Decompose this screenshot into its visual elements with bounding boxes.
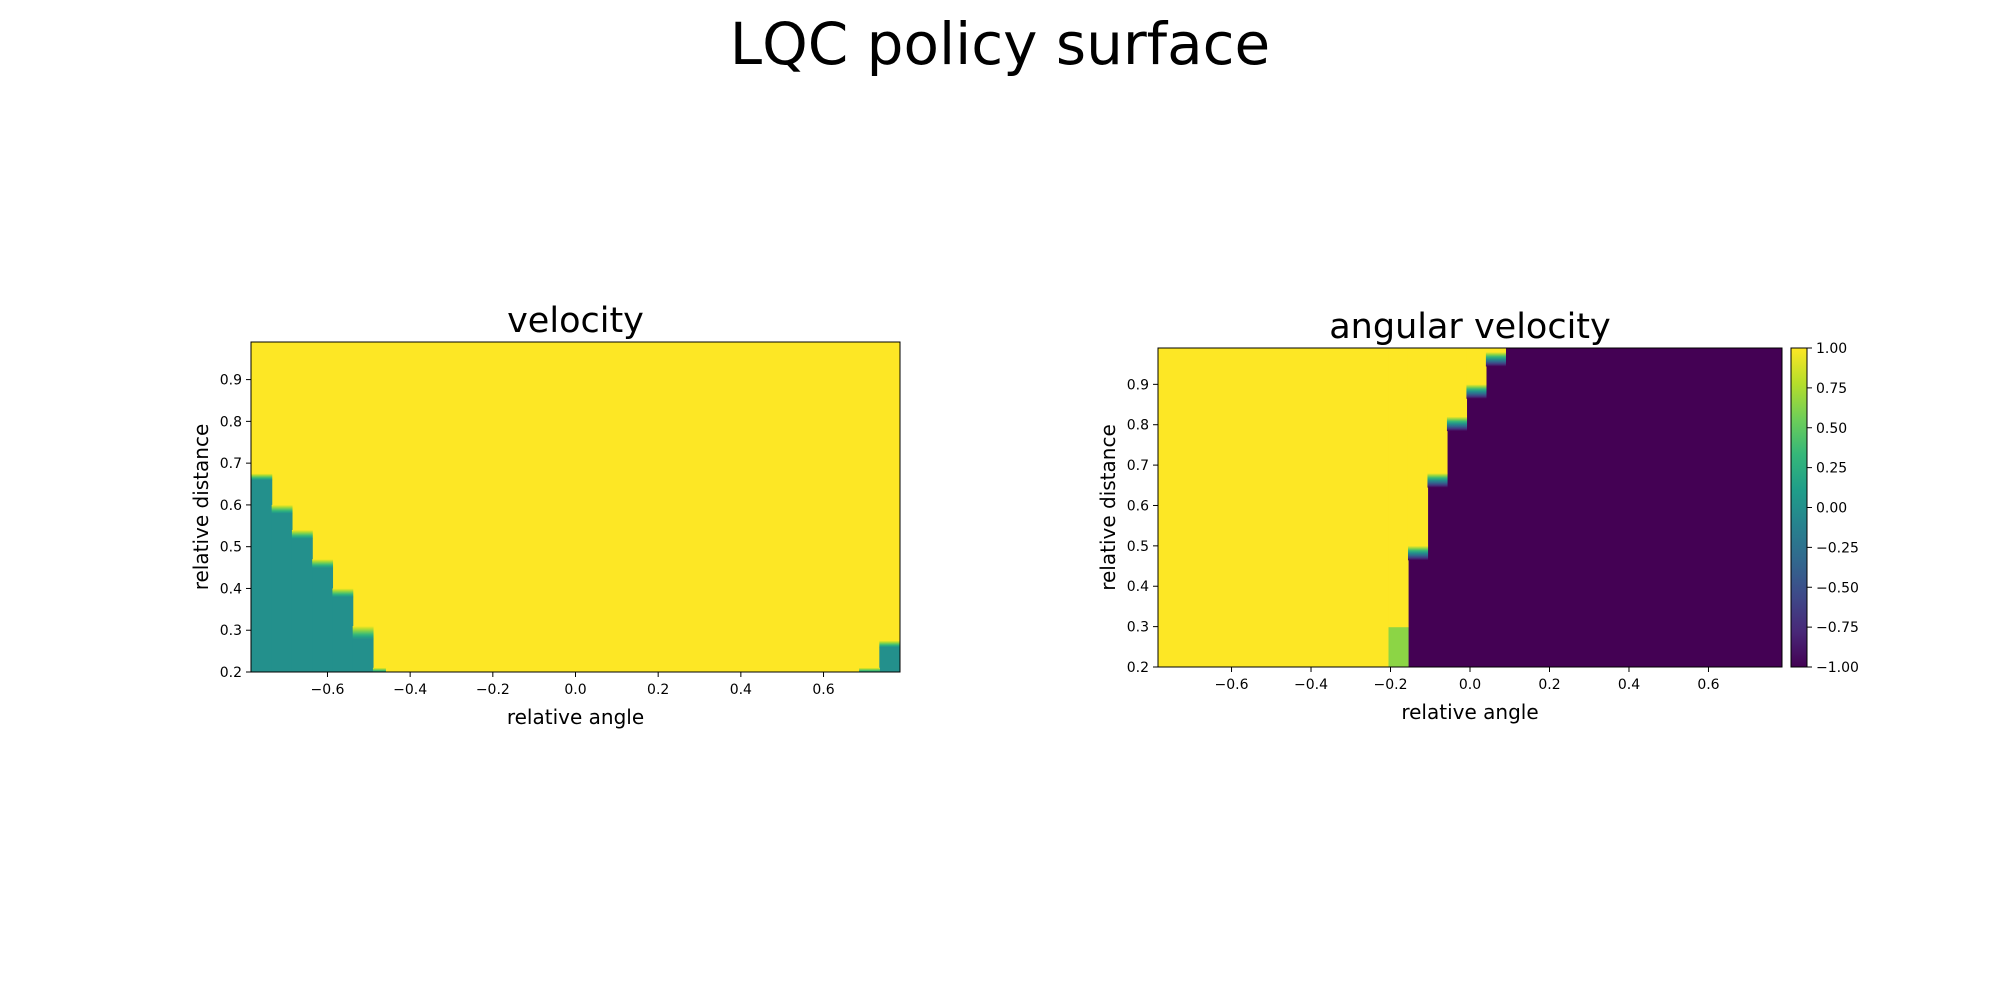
y-tick-label: 0.6 (1127, 498, 1149, 514)
velocity-panel: −0.6 −0.4 −0.2 0.0 0.2 0.4 0.6 0.2 0.3 0.4 0.5 0.6 0… (189, 301, 901, 729)
heatmap-transition (372, 667, 386, 672)
x-tick-label: −0.6 (310, 682, 344, 698)
heatmap-cells (1158, 348, 1782, 667)
colorbar-tick-label: 0.50 (1816, 421, 1847, 437)
heatmap-region (1466, 348, 1487, 385)
x-axis-label: relative angle (507, 705, 644, 729)
colorbar-tick-label: −0.25 (1816, 540, 1859, 556)
heatmap-region (1158, 348, 1390, 667)
x-tick-label: −0.2 (476, 682, 510, 698)
y-tick-label: 0.7 (220, 456, 242, 472)
x-tick-label: 0.2 (647, 682, 669, 698)
heatmap-region (312, 567, 334, 672)
heatmap-region (251, 479, 273, 672)
figure-title: LQC policy surface (729, 10, 1271, 78)
y-tick-label: 0.4 (1127, 579, 1149, 595)
x-tick-label: 0.6 (1697, 677, 1719, 693)
colorbar-tick-label: −0.50 (1816, 580, 1859, 596)
x-tick-label: −0.4 (393, 682, 427, 698)
heatmap-background (251, 342, 900, 672)
heatmap-region (1388, 626, 1409, 667)
heatmap-transition (859, 667, 880, 672)
colorbar-tick-label: −1.00 (1816, 660, 1859, 676)
heatmap-transition (1427, 473, 1448, 488)
y-tick-label: 0.3 (1127, 620, 1149, 636)
y-tick-label: 0.3 (220, 623, 242, 639)
y-tick-label: 0.2 (1127, 660, 1149, 676)
heatmap-region (1388, 348, 1409, 628)
heatmap-transition (251, 473, 273, 481)
heatmap-transition (1485, 352, 1506, 367)
colorbar-tick-label: 1.00 (1816, 341, 1847, 357)
heatmap-region (291, 538, 313, 672)
y-axis-label: relative distance (189, 424, 213, 591)
heatmap-transition (879, 640, 900, 648)
angular-velocity-panel: −0.6 −0.4 −0.2 0.0 0.2 0.4 0.6 0.2 0.3 0.4 0.5 0.6 0… (1096, 307, 1783, 724)
y-tick-label: 0.5 (220, 540, 242, 556)
colorbar-tick-label: 0.00 (1816, 501, 1847, 517)
x-tick-label: 0.0 (1459, 677, 1481, 693)
colorbar-tick-label: 0.25 (1816, 461, 1847, 477)
heatmap-region (1446, 348, 1468, 418)
x-tick-label: 0.0 (564, 682, 586, 698)
x-tick-label: 0.2 (1538, 677, 1560, 693)
heatmap-region (1427, 348, 1448, 474)
axes-title: angular velocity (1329, 307, 1611, 347)
heatmap-region (271, 513, 293, 672)
colorbar: 1.00 0.75 0.50 0.25 0.00 −0.25 −0.50 −0.75 −1.00 (1790, 341, 1859, 676)
heatmap-transition (312, 559, 334, 568)
y-tick-label: 0.4 (220, 581, 242, 597)
y-tick-label: 0.6 (220, 498, 242, 514)
heatmap-transition (1446, 416, 1468, 432)
heatmap-region (879, 646, 900, 672)
y-tick-label: 0.2 (220, 665, 242, 681)
x-tick-label: −0.2 (1374, 677, 1408, 693)
heatmap-transition (332, 588, 354, 598)
y-tick-label: 0.9 (220, 373, 242, 389)
heatmap-transition (1466, 384, 1487, 399)
heatmap-cells (251, 342, 900, 672)
y-tick-label: 0.8 (220, 414, 242, 430)
heatmap-transition (271, 504, 293, 514)
y-axis-label: relative distance (1096, 424, 1120, 591)
x-tick-label: −0.6 (1215, 677, 1249, 693)
colorbar-tick-label: 0.75 (1816, 381, 1847, 397)
y-tick-label: 0.5 (1127, 539, 1149, 555)
y-tick-label: 0.8 (1127, 418, 1149, 434)
x-tick-label: 0.4 (1618, 677, 1640, 693)
heatmap-region (1407, 348, 1429, 547)
heatmap-region (1485, 348, 1506, 353)
x-axis-label: relative angle (1401, 700, 1538, 724)
heatmap-region (352, 638, 374, 672)
axes-title: velocity (507, 301, 644, 341)
x-tick-label: −0.4 (1294, 677, 1328, 693)
x-tick-label: 0.6 (812, 682, 834, 698)
heatmap-region (332, 596, 354, 672)
heatmap-transition (291, 529, 313, 539)
y-tick-label: 0.7 (1127, 458, 1149, 474)
colorbar-gradient (1791, 348, 1807, 667)
heatmap-transition (352, 626, 374, 639)
x-tick-label: 0.4 (730, 682, 752, 698)
y-tick-label: 0.9 (1127, 377, 1149, 393)
colorbar-tick-label: −0.75 (1816, 620, 1859, 636)
heatmap-transition (1407, 545, 1429, 561)
